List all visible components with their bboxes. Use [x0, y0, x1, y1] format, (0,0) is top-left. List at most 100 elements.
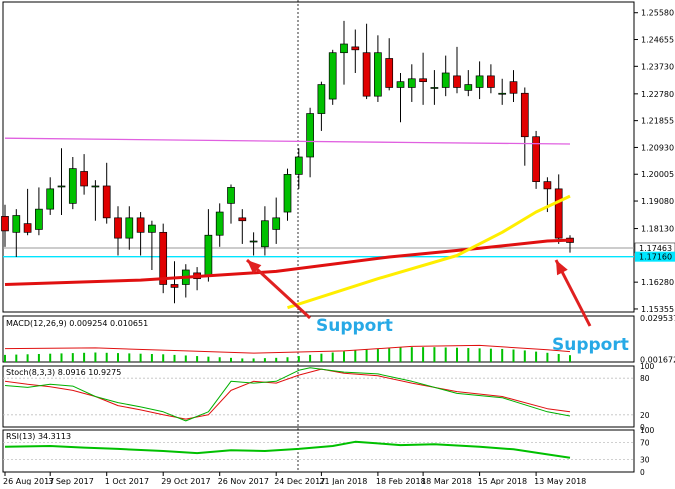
candle — [170, 261, 179, 304]
bullish-candle-body — [46, 188, 55, 210]
bullish-candle-body — [328, 52, 337, 100]
x-tick-label: 18 Feb 2018 — [376, 477, 426, 485]
bearish-candle-body — [385, 58, 394, 88]
bullish-candle-body — [283, 174, 292, 213]
bearish-candle-body — [520, 92, 529, 138]
macd-histogram-bar — [15, 354, 18, 362]
support-annotation-1: Support — [316, 316, 393, 336]
y-tick-label: 1.15355 — [641, 305, 674, 314]
macd-signal-line — [4, 344, 571, 354]
stoch-y-tick-label: 20 — [640, 411, 650, 420]
panel-frame-rsi — [2, 429, 635, 473]
bullish-candle-body — [12, 215, 21, 233]
y-tick-label: 1.23730 — [641, 62, 674, 71]
macd-histogram-bar — [478, 348, 481, 362]
candle — [294, 148, 303, 189]
rsi-y-tick-label: 100 — [640, 426, 655, 435]
macd-histogram-bar — [523, 350, 526, 362]
candle — [159, 223, 168, 294]
candle — [215, 203, 224, 247]
bearish-candle-body — [80, 171, 88, 187]
bearish-candle-body — [509, 81, 518, 94]
panel-frame-macd — [2, 315, 635, 363]
bearish-candle-body — [362, 52, 371, 97]
macd-histogram-bar — [60, 353, 63, 362]
support-annotation-2: Support — [552, 335, 629, 355]
macd-histogram-bar — [331, 352, 334, 362]
bullish-candle-body — [317, 84, 326, 114]
stoch-y-tick-label: 80 — [640, 374, 650, 383]
macd-histogram-bar — [196, 356, 199, 362]
rsi-label: RSI(13) 34.3113 — [6, 432, 71, 441]
candle — [80, 154, 88, 195]
candle — [340, 20, 348, 85]
moving-average-red — [4, 238, 571, 286]
bearish-candle-body — [238, 217, 247, 222]
macd-histogram-bar — [399, 347, 402, 362]
candle — [35, 187, 43, 236]
bullish-candle-body — [441, 72, 450, 88]
macd-histogram-bar — [37, 353, 40, 362]
candle — [487, 64, 495, 94]
bearish-candle-body — [136, 217, 145, 233]
macd-histogram-bar — [207, 356, 210, 362]
support-arrow-1-shaft — [245, 258, 312, 320]
candle — [532, 130, 540, 189]
macd-histogram-bar — [105, 352, 108, 362]
bullish-candle-body — [306, 113, 314, 158]
macd-histogram-bar — [467, 348, 470, 362]
price-tag-bg — [635, 251, 675, 262]
candle — [261, 206, 269, 256]
bearish-candle-body — [419, 78, 427, 83]
macd-histogram-bar — [557, 353, 560, 362]
bearish-candle-body — [114, 217, 122, 239]
macd-histogram-bar — [26, 354, 29, 362]
candle — [46, 177, 55, 215]
candle — [283, 168, 292, 221]
candle — [498, 78, 507, 105]
y-tick-label: 1.24655 — [641, 36, 674, 45]
bullish-candle-body — [430, 87, 439, 89]
stoch-y-tick-label: 0 — [640, 423, 645, 432]
bearish-candle-body — [23, 223, 32, 233]
panel-frame-main — [2, 1, 635, 313]
macd-y-tick-label: 0.029537 — [640, 314, 675, 323]
candle — [114, 206, 122, 256]
macd-histogram-bar — [218, 357, 221, 362]
macd-histogram-bar — [376, 348, 379, 362]
bullish-candle-body — [91, 185, 100, 188]
macd-y-tick-label: 0.001672 — [640, 356, 675, 365]
bearish-candle-body — [487, 75, 495, 88]
rsi-y-tick-label: 0 — [640, 468, 645, 477]
price-tag-label: 1.17463 — [639, 244, 672, 253]
y-tick-label: 1.18130 — [641, 225, 674, 234]
bullish-candle-body — [215, 211, 224, 236]
x-tick-label: 21 Jan 2018 — [319, 477, 367, 485]
x-tick-label: 3 Sep 2017 — [48, 477, 94, 485]
macd-histogram-bar — [49, 353, 52, 362]
macd-histogram-bar — [4, 354, 6, 362]
macd-histogram-bar — [297, 356, 300, 362]
price-tag-label: 1.17160 — [639, 253, 672, 262]
macd-histogram-bar — [388, 348, 391, 362]
rsi-line — [4, 440, 571, 459]
macd-histogram-bar — [456, 347, 458, 362]
macd-histogram-bar — [433, 347, 436, 362]
x-tick-label: 24 Dec 2017 — [274, 477, 325, 485]
bullish-candle-body — [340, 43, 348, 54]
support-arrow-2-head — [556, 260, 568, 276]
macd-histogram-bar — [83, 352, 86, 362]
bullish-candle-body — [407, 78, 416, 88]
moving-average-magenta — [4, 137, 571, 145]
bullish-candle-body — [204, 234, 213, 277]
candle — [362, 23, 371, 100]
macd-histogram-bar — [286, 357, 289, 362]
rsi-y-tick-label: 30 — [640, 455, 650, 464]
bullish-candle-body — [475, 75, 484, 88]
candle — [148, 220, 156, 270]
macd-histogram-bar — [569, 355, 571, 362]
candle — [1, 204, 9, 247]
bullish-candle-body — [125, 217, 134, 239]
macd-histogram-bar — [309, 354, 312, 362]
x-tick-label: 26 Nov 2017 — [218, 477, 269, 485]
